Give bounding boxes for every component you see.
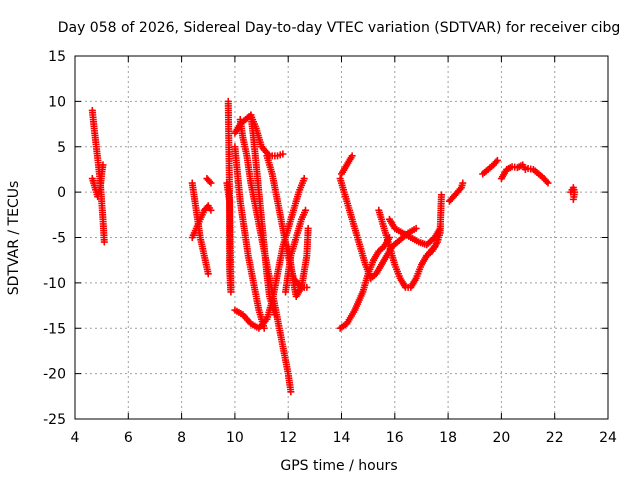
data-point (544, 179, 552, 187)
x-tick-label: 10 (226, 430, 244, 446)
data-point (206, 178, 214, 186)
data-point (569, 195, 577, 203)
y-tick-label: -25 (43, 412, 66, 428)
plot-frame (74, 55, 609, 420)
series-s22 (479, 156, 501, 178)
x-tick-label: 14 (333, 430, 351, 446)
x-tick-label: 24 (599, 430, 617, 446)
y-tick-label: -5 (52, 231, 66, 247)
series-s5 (203, 175, 215, 187)
series-s6 (223, 97, 235, 296)
y-tick-label: -10 (43, 276, 66, 292)
series-s10 (231, 175, 308, 332)
series-s2 (88, 161, 107, 201)
data-point (304, 224, 312, 232)
axes (74, 55, 609, 420)
x-tick-label: 6 (124, 430, 133, 446)
data-point (492, 158, 500, 166)
x-tick-label: 18 (439, 430, 457, 446)
data-point (207, 179, 215, 187)
series-s23 (497, 161, 552, 187)
y-tick-label: -15 (43, 321, 66, 337)
x-tick-label: 22 (546, 430, 564, 446)
data-points (88, 97, 579, 396)
y-tick-label: 0 (57, 185, 66, 201)
data-point (543, 178, 551, 186)
series-s11 (231, 111, 287, 160)
y-tick-label: 5 (57, 140, 66, 156)
data-point (459, 179, 467, 187)
data-point (271, 311, 279, 319)
tick-labels: 4 6 8 10 12 14 16 18 20 22 24 15 10 5 0 -5 -10 -15 -20 -25 (43, 49, 617, 446)
data-point (412, 224, 420, 232)
y-tick-label: -20 (43, 367, 66, 383)
data-point (302, 206, 310, 214)
series-s20 (423, 191, 445, 260)
data-point (279, 150, 287, 158)
y-tick-label: 15 (48, 49, 66, 65)
data-point (300, 175, 308, 183)
data-point (207, 206, 215, 214)
data-point (100, 238, 108, 246)
data-point (437, 191, 445, 199)
x-tick-label: 4 (71, 430, 80, 446)
data-point (493, 156, 501, 164)
series-s4 (188, 202, 215, 241)
y-axis-label: SDTVAR / TECUs (6, 181, 22, 296)
x-axis-label: GPS time / hours (280, 458, 397, 474)
chart-title: Day 058 of 2026, Sidereal Day-to-day VTE… (58, 20, 621, 36)
data-point (204, 270, 212, 278)
x-tick-label: 12 (279, 430, 297, 446)
x-tick-label: 20 (492, 430, 510, 446)
data-point (348, 152, 356, 160)
data-point (99, 161, 107, 169)
series-s14 (284, 224, 312, 300)
series-s21 (445, 179, 467, 205)
x-tick-label: 16 (386, 430, 404, 446)
data-point (224, 97, 232, 105)
series-s18 (375, 206, 439, 291)
y-tick-label: 10 (48, 94, 66, 110)
series-s7 (231, 143, 268, 332)
series-s24 (567, 184, 579, 203)
x-tick-label: 8 (177, 430, 186, 446)
series-s15 (338, 152, 356, 178)
data-point (456, 185, 464, 193)
data-point (287, 388, 295, 396)
